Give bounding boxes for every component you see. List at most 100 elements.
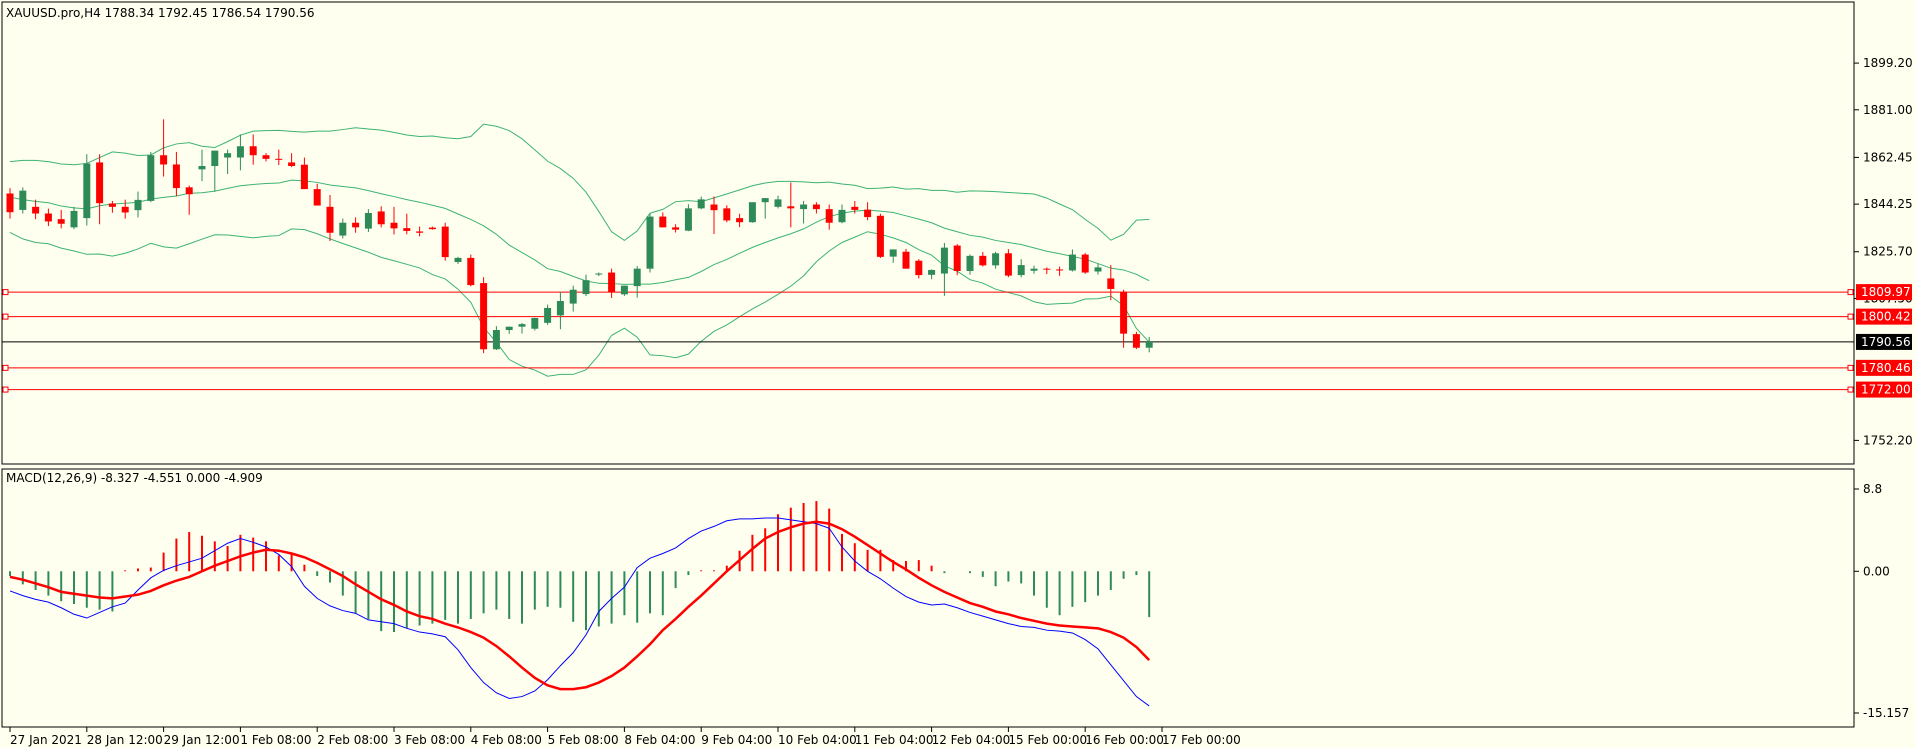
bull-candle[interactable] — [633, 268, 641, 287]
bull-candle[interactable] — [70, 210, 78, 228]
bull-candle[interactable] — [1094, 267, 1102, 272]
bull-candle[interactable] — [992, 253, 1000, 266]
bull-candle[interactable] — [518, 324, 526, 327]
bear-candle[interactable] — [902, 251, 910, 269]
bear-candle[interactable] — [876, 215, 884, 257]
bull-candle[interactable] — [889, 249, 897, 257]
bear-candle[interactable] — [1107, 278, 1115, 289]
bear-candle[interactable] — [851, 206, 859, 210]
bull-candle[interactable] — [966, 255, 974, 271]
bull-candle[interactable] — [800, 204, 808, 210]
bull-candle[interactable] — [492, 330, 500, 350]
bear-candle[interactable] — [736, 218, 744, 223]
bull-candle[interactable] — [582, 280, 590, 295]
bear-candle[interactable] — [32, 206, 40, 214]
bear-candle[interactable] — [185, 187, 193, 195]
bull-candle[interactable] — [684, 208, 692, 231]
bear-candle[interactable] — [1004, 253, 1012, 276]
bear-candle[interactable] — [1043, 268, 1051, 270]
bear-candle[interactable] — [1056, 269, 1064, 271]
bear-candle[interactable] — [57, 219, 65, 224]
bear-candle[interactable] — [326, 206, 334, 233]
bear-candle[interactable] — [915, 260, 923, 276]
bear-candle[interactable] — [416, 231, 424, 233]
bull-candle[interactable] — [774, 199, 782, 207]
bull-candle[interactable] — [646, 216, 654, 269]
bull-candle[interactable] — [147, 155, 155, 201]
level-handle-left[interactable] — [2, 289, 9, 296]
horizontal-levels[interactable] — [2, 289, 1854, 393]
level-handle-left[interactable] — [2, 364, 9, 371]
bull-candle[interactable] — [364, 212, 372, 229]
level-handle-right[interactable] — [1847, 289, 1854, 296]
bear-candle[interactable] — [608, 272, 616, 293]
bull-candle[interactable] — [211, 150, 219, 167]
bear-candle[interactable] — [108, 203, 116, 207]
bear-candle[interactable] — [441, 226, 449, 258]
bear-candle[interactable] — [377, 211, 385, 225]
bear-candle[interactable] — [249, 146, 257, 156]
bull-candle[interactable] — [531, 317, 539, 329]
candlesticks[interactable] — [6, 119, 1153, 354]
bull-candle[interactable] — [1017, 265, 1025, 276]
bear-candle[interactable] — [313, 189, 321, 206]
bull-candle[interactable] — [134, 199, 142, 211]
price-panel[interactable]: XAUUSD.pro,H4 1788.34 1792.45 1786.54 17… — [1, 1, 1913, 465]
bull-candle[interactable] — [339, 222, 347, 236]
bull-candle[interactable] — [19, 190, 27, 210]
bear-candle[interactable] — [288, 162, 296, 167]
level-handle-left[interactable] — [2, 313, 9, 320]
bear-candle[interactable] — [979, 255, 987, 266]
bear-candle[interactable] — [1132, 334, 1140, 348]
bull-candle[interactable] — [454, 257, 462, 263]
bear-candle[interactable] — [44, 213, 52, 222]
bear-candle[interactable] — [403, 228, 411, 231]
bear-candle[interactable] — [467, 257, 475, 286]
bull-candle[interactable] — [940, 247, 948, 274]
bear-candle[interactable] — [672, 227, 680, 230]
bear-candle[interactable] — [1120, 291, 1128, 334]
bear-candle[interactable] — [428, 227, 436, 230]
bear-candle[interactable] — [6, 193, 14, 213]
bear-candle[interactable] — [864, 209, 872, 218]
bull-candle[interactable] — [556, 301, 564, 316]
bull-candle[interactable] — [928, 269, 936, 275]
bull-candle[interactable] — [83, 163, 91, 219]
level-handle-right[interactable] — [1847, 386, 1854, 393]
bull-candle[interactable] — [236, 146, 244, 158]
bear-candle[interactable] — [352, 222, 360, 228]
bull-candle[interactable] — [620, 285, 628, 295]
bull-candle[interactable] — [198, 166, 206, 170]
bull-candle[interactable] — [761, 198, 769, 203]
level-handle-right[interactable] — [1847, 364, 1854, 371]
bull-candle[interactable] — [1030, 268, 1038, 271]
bear-candle[interactable] — [480, 283, 488, 350]
bear-candle[interactable] — [710, 204, 718, 211]
bear-candle[interactable] — [172, 164, 180, 189]
level-handle-right[interactable] — [1847, 313, 1854, 320]
bull-candle[interactable] — [224, 153, 232, 158]
bear-candle[interactable] — [787, 206, 795, 209]
bull-candle[interactable] — [1068, 254, 1076, 271]
bear-candle[interactable] — [723, 208, 731, 221]
bear-candle[interactable] — [390, 222, 398, 229]
macd-panel[interactable]: MACD(12,26,9) -8.327 -4.551 0.000 -4.909… — [1, 468, 1909, 728]
bear-candle[interactable] — [96, 162, 104, 204]
level-handle-left[interactable] — [2, 386, 9, 393]
bear-candle[interactable] — [275, 158, 283, 160]
bull-candle[interactable] — [595, 273, 603, 275]
bear-candle[interactable] — [659, 216, 667, 228]
bull-candle[interactable] — [1145, 341, 1153, 348]
bear-candle[interactable] — [121, 206, 129, 213]
bear-candle[interactable] — [160, 155, 168, 165]
bear-candle[interactable] — [300, 164, 308, 190]
bull-candle[interactable] — [748, 202, 756, 223]
bull-candle[interactable] — [569, 289, 577, 304]
bull-candle[interactable] — [838, 209, 846, 223]
bear-candle[interactable] — [825, 209, 833, 223]
bull-candle[interactable] — [505, 326, 513, 331]
bear-candle[interactable] — [1081, 254, 1089, 273]
bear-candle[interactable] — [953, 245, 961, 271]
bear-candle[interactable] — [812, 204, 820, 210]
